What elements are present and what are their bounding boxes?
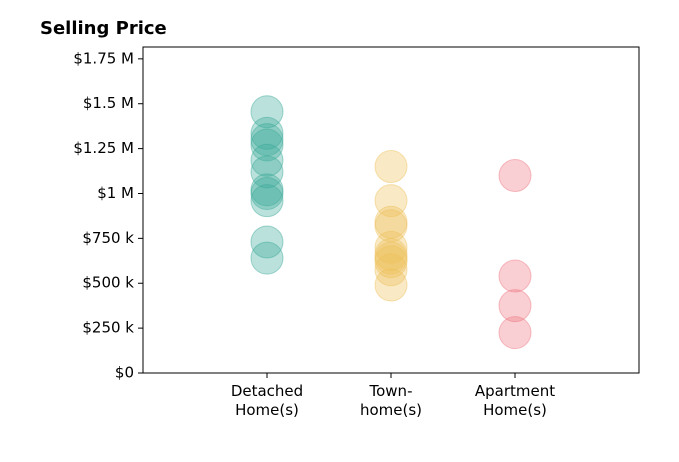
point [498,289,532,323]
y-tick-label: $250 k [82,319,134,337]
y-tick-label: $0 [115,364,134,382]
y-tick-label: $1.5 M [83,94,134,112]
y-tick-label: $750 k [82,229,134,247]
point [374,209,408,243]
point [498,259,532,293]
point [250,128,284,162]
point [498,316,532,350]
point [250,116,284,150]
x-tick-label: Detached Home(s) [230,382,304,419]
y-tick-label: $1.75 M [73,49,134,67]
x-tick-label: Town- home(s) [359,382,423,419]
point [250,173,284,207]
point [374,241,408,275]
point [374,230,408,264]
y-tick-label: $500 k [82,274,134,292]
point [250,225,284,259]
point [498,159,532,193]
point [374,245,408,279]
point [374,253,408,287]
point [250,95,284,129]
point [374,184,408,218]
x-tick-label: Apartment Home(s) [474,382,556,419]
point [374,150,408,184]
point [374,205,408,239]
chart-title: Selling Price [40,18,167,39]
point [250,176,284,210]
point [250,123,284,157]
point [250,241,284,275]
point [374,238,408,272]
y-tick-label: $1 M [97,184,134,202]
y-tick-label: $1.25 M [73,139,134,157]
point [250,184,284,218]
point [250,155,284,189]
point [250,143,284,177]
point [374,268,408,302]
